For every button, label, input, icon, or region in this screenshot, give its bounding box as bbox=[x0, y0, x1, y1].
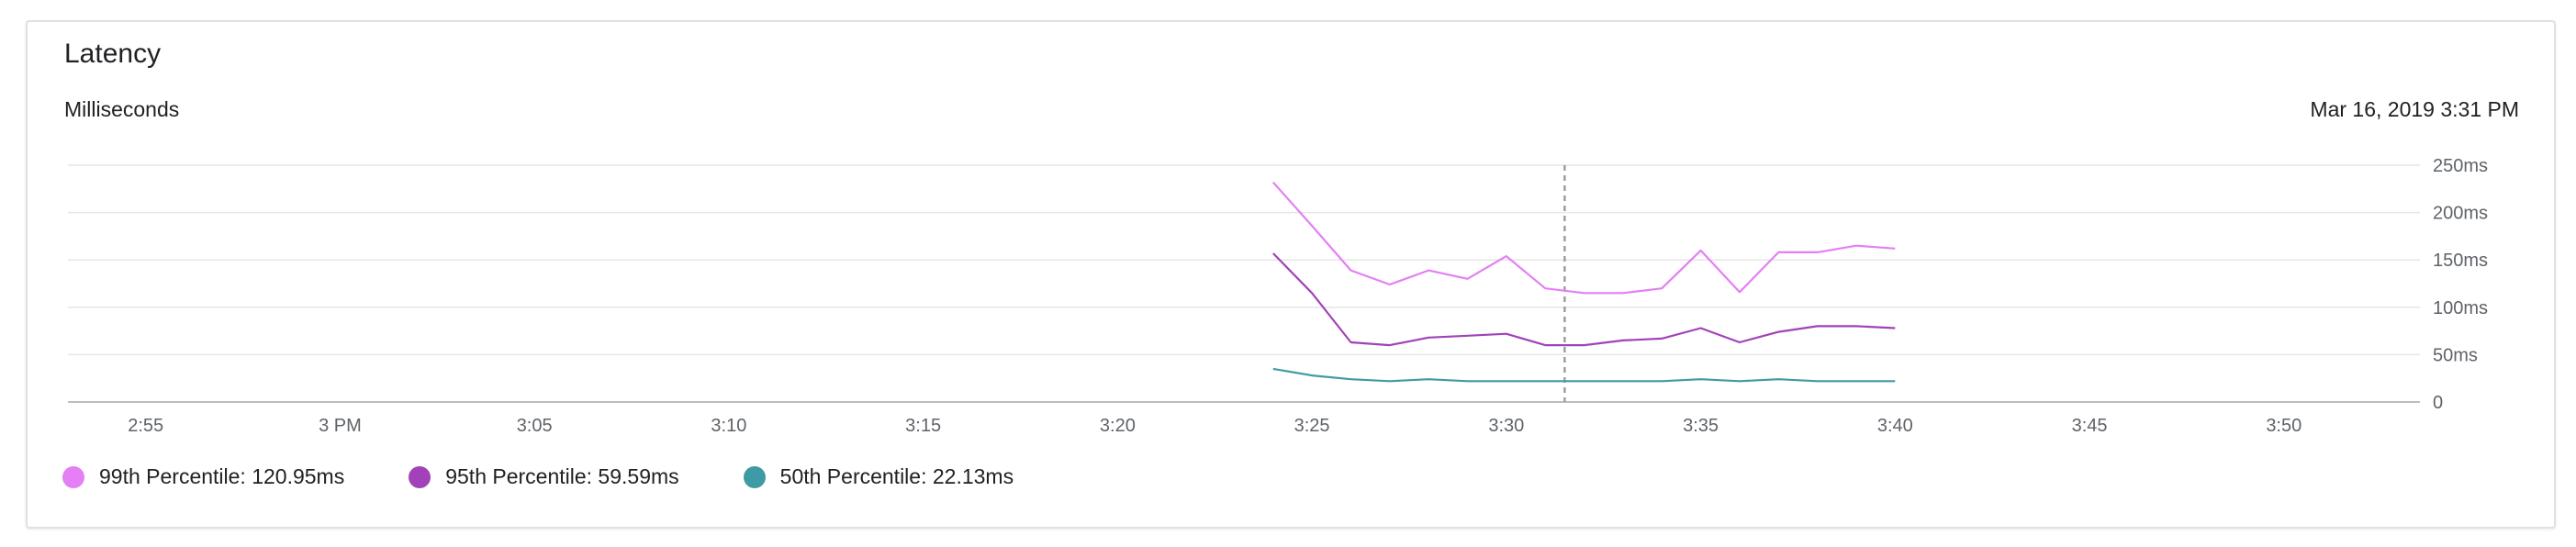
legend-swatch-95th bbox=[409, 465, 431, 488]
x-tick-label: 2:55 bbox=[128, 416, 163, 436]
y-tick-label: 200ms bbox=[2433, 204, 2488, 224]
chart-legend: 99th Percentile: 120.95ms 95th Percentil… bbox=[62, 464, 1078, 489]
x-tick-label: 3:20 bbox=[1100, 416, 1136, 436]
x-tick-label: 3:10 bbox=[711, 416, 746, 436]
latency-card: Latency Milliseconds Mar 16, 2019 3:31 P… bbox=[26, 20, 2556, 529]
y-tick-label: 50ms bbox=[2433, 345, 2478, 365]
series-line-99th bbox=[1271, 181, 1896, 295]
x-tick-label: 3:45 bbox=[2072, 416, 2108, 436]
legend-item-50th[interactable]: 50th Percentile: 22.13ms bbox=[743, 464, 1014, 489]
legend-label-50th: 50th Percentile: 22.13ms bbox=[779, 464, 1014, 488]
y-tick-label: 250ms bbox=[2433, 156, 2488, 176]
x-tick-label: 3:30 bbox=[1488, 416, 1524, 436]
legend-swatch-99th bbox=[62, 465, 84, 488]
x-tick-label: 3:25 bbox=[1294, 416, 1330, 436]
legend-item-99th[interactable]: 99th Percentile: 120.95ms bbox=[62, 464, 344, 489]
chart-subtitle: Milliseconds bbox=[64, 97, 180, 121]
y-tick-label: 100ms bbox=[2433, 298, 2488, 318]
x-tick-label: 3 PM bbox=[319, 416, 362, 436]
legend-swatch-50th bbox=[743, 465, 766, 488]
series-line-95th bbox=[1272, 252, 1896, 347]
x-tick-label: 3:35 bbox=[1683, 416, 1719, 436]
legend-item-95th[interactable]: 95th Percentile: 59.59ms bbox=[409, 464, 679, 489]
x-tick-label: 3:50 bbox=[2266, 416, 2302, 436]
cursor-timestamp: Mar 16, 2019 3:31 PM bbox=[2310, 97, 2519, 121]
y-tick-label: 0 bbox=[2433, 393, 2443, 413]
x-tick-label: 3:15 bbox=[905, 416, 941, 436]
series-line-50th bbox=[1272, 367, 1896, 383]
legend-label-99th: 99th Percentile: 120.95ms bbox=[99, 464, 345, 488]
chart-title: Latency bbox=[64, 39, 162, 69]
latency-line-chart[interactable]: 0 50ms 100ms 150ms 200ms 250ms 2:55 3 PM 3:05 3:1… bbox=[28, 22, 2554, 453]
x-tick-label: 3:05 bbox=[517, 416, 553, 436]
legend-label-95th: 95th Percentile: 59.59ms bbox=[445, 464, 679, 488]
x-tick-label: 3:40 bbox=[1877, 416, 1913, 436]
y-tick-label: 150ms bbox=[2433, 251, 2488, 271]
